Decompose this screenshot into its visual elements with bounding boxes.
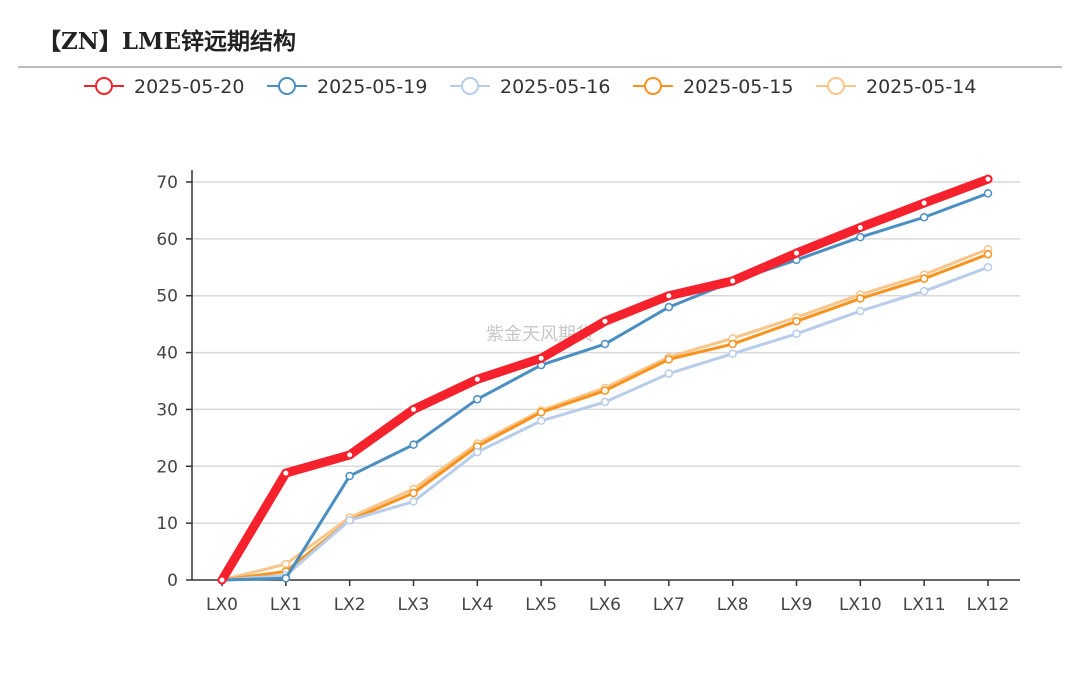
x-tick-label: LX2: [334, 595, 366, 615]
data-point: [281, 574, 291, 583]
series-line-2025-05-16: [220, 265, 990, 582]
legend-marker: [95, 77, 113, 95]
x-tick-label: LX5: [525, 595, 557, 615]
legend-item: 2025-05-19: [267, 76, 427, 98]
data-point: [409, 497, 418, 506]
x-tick-label: LX8: [717, 595, 749, 615]
data-point: [983, 174, 993, 184]
legend-label: 2025-05-15: [683, 76, 793, 98]
legend-label: 2025-05-14: [866, 76, 976, 98]
legend-marker: [461, 77, 479, 95]
y-tick-label: 40: [156, 344, 178, 364]
data-point: [664, 291, 674, 301]
legend-marker: [278, 77, 296, 95]
y-tick-label: 30: [156, 400, 178, 420]
y-tick-label: 70: [156, 173, 178, 193]
data-point: [345, 516, 354, 525]
legend-label: 2025-05-20: [134, 76, 244, 98]
data-point: [983, 263, 993, 272]
legend-marker: [827, 77, 845, 95]
x-tick-label: LX3: [398, 595, 430, 615]
data-point: [919, 274, 929, 283]
y-tick-label: 50: [156, 287, 178, 307]
x-tick-label: LX12: [967, 595, 1010, 615]
data-point: [792, 317, 801, 326]
data-point: [281, 559, 291, 569]
data-point: [217, 575, 227, 585]
data-point: [919, 198, 929, 208]
data-point: [281, 468, 291, 478]
data-point: [536, 408, 546, 417]
data-point: [472, 374, 482, 384]
data-point: [856, 306, 865, 316]
data-point: [856, 232, 865, 242]
data-point: [345, 450, 355, 460]
data-point: [409, 488, 418, 498]
data-point: [409, 404, 418, 414]
data-point: [664, 355, 674, 364]
data-point: [919, 213, 929, 222]
data-point: [473, 447, 482, 457]
data-point: [536, 416, 546, 426]
legend-item: 2025-05-16: [450, 76, 610, 98]
data-point: [855, 222, 865, 232]
data-point: [600, 386, 610, 395]
x-tick-label: LX7: [653, 595, 685, 615]
data-point: [792, 248, 801, 258]
data-point: [664, 302, 674, 312]
data-point: [728, 349, 737, 358]
x-tick-label: LX9: [781, 595, 813, 615]
legend-item: 2025-05-20: [84, 76, 244, 98]
data-point: [664, 369, 674, 378]
legend-marker: [644, 77, 662, 95]
x-tick-label: LX11: [903, 595, 946, 615]
legend-item: 2025-05-14: [816, 76, 976, 98]
data-point: [536, 353, 546, 363]
data-point: [600, 339, 610, 349]
x-tick-label: LX4: [461, 595, 493, 615]
y-tick-label: 10: [156, 514, 178, 534]
page-title: 【ZN】LME锌远期结构: [38, 28, 296, 55]
x-tick-label: LX0: [206, 595, 238, 615]
data-point: [728, 339, 737, 349]
x-tick-label: LX1: [270, 595, 302, 615]
data-point: [983, 189, 993, 198]
data-point: [345, 471, 354, 481]
x-tick-label: LX10: [839, 595, 882, 615]
y-tick-label: 60: [156, 230, 178, 250]
legend-label: 2025-05-19: [317, 76, 427, 98]
data-point: [409, 440, 418, 449]
y-tick-label: 0: [167, 571, 178, 591]
x-tick-label: LX6: [589, 595, 621, 615]
data-point: [983, 249, 993, 259]
data-point: [856, 294, 865, 303]
legend-label: 2025-05-16: [500, 76, 610, 98]
data-point: [792, 329, 801, 339]
title-divider: [18, 66, 1062, 68]
y-tick-label: 20: [156, 457, 178, 477]
legend-item: 2025-05-15: [633, 76, 793, 98]
data-point: [473, 394, 482, 404]
data-point: [600, 316, 610, 326]
data-point: [919, 286, 929, 296]
data-point: [728, 276, 738, 286]
data-point: [600, 397, 610, 407]
